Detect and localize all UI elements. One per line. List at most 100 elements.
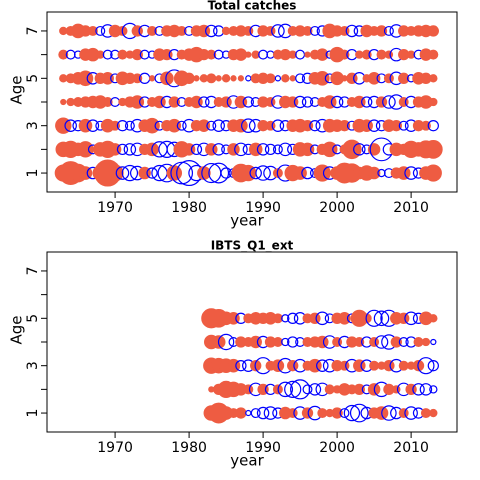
bubble (374, 335, 389, 349)
bubble (146, 167, 158, 179)
bubble (365, 309, 383, 327)
bubble (220, 167, 232, 179)
bubble (367, 119, 381, 132)
bubble (243, 384, 254, 395)
x-tick-label: 1980 (171, 440, 207, 456)
x-tick-label: 1970 (97, 440, 133, 456)
bubble (86, 119, 100, 132)
bubble (301, 96, 314, 108)
bubble (272, 144, 283, 155)
bubble (287, 408, 298, 419)
bubble (170, 161, 194, 185)
bubble (419, 383, 433, 396)
bubble (245, 75, 252, 82)
bubble (382, 95, 396, 109)
bubble (255, 165, 271, 181)
bubble (398, 337, 409, 347)
bubble (339, 360, 350, 371)
panel-title: Total catches (208, 0, 297, 13)
bubble (272, 337, 283, 347)
plot-area (201, 308, 439, 424)
bubble (95, 25, 106, 36)
bubble (281, 337, 290, 347)
plot-area (54, 22, 443, 187)
bubble (398, 72, 410, 84)
bubble (287, 312, 299, 324)
bubble (301, 407, 314, 419)
x-tick-label: 2000 (319, 440, 355, 456)
bubble (220, 96, 232, 108)
bubble (265, 25, 276, 36)
bubble (123, 143, 137, 156)
bubble (361, 96, 373, 108)
bubble (284, 380, 302, 398)
bubble (147, 25, 158, 36)
bubble (331, 407, 343, 419)
bubble (256, 406, 270, 420)
bubble (302, 25, 313, 36)
panel: Total catches 1970 1980 1990 2000 2010 1 3 5 7 yea… (8, 0, 458, 230)
panel: IBTS_Q1_ext 1970 1980 1990 2000 2010 1 3 5 7 year A… (8, 239, 458, 470)
bubble (217, 333, 235, 351)
bubble (300, 142, 315, 157)
bubble (301, 166, 314, 180)
bubble (58, 49, 69, 60)
bubble (271, 119, 285, 132)
bubble (249, 166, 262, 180)
bubble (309, 120, 321, 132)
bubble (274, 75, 282, 82)
bubble (339, 408, 350, 419)
bubble (429, 385, 438, 394)
bubble (265, 97, 276, 107)
bubble (383, 73, 394, 84)
y-tick-label: 1 (25, 169, 41, 178)
bubble (369, 360, 380, 371)
bubble (396, 166, 411, 180)
bubble (193, 75, 200, 82)
y-tick-label: 7 (25, 266, 41, 275)
bubble (281, 314, 290, 323)
bubble (116, 143, 129, 156)
bubble (324, 384, 335, 395)
x-tick-label: 1990 (245, 440, 281, 456)
bubble (383, 25, 394, 36)
x-axis-label: year (230, 452, 264, 470)
bubble (353, 143, 366, 156)
bubble (321, 141, 338, 158)
bubble (64, 119, 77, 132)
bubble (338, 312, 351, 325)
bubble (234, 48, 248, 61)
bubble (413, 337, 424, 347)
bubble (234, 118, 248, 133)
x-tick-label: 1980 (171, 200, 207, 216)
bubble (353, 383, 365, 396)
bubble (167, 118, 182, 133)
x-tick-label: 2000 (319, 200, 355, 216)
bubble (427, 120, 439, 132)
bubble (417, 357, 435, 375)
bubble (424, 164, 442, 182)
y-tick-label: 7 (25, 26, 41, 35)
y-tick-label: 3 (25, 361, 41, 370)
bubble (367, 72, 381, 85)
bubble (265, 73, 276, 84)
bubble (237, 75, 245, 82)
bubble (277, 381, 294, 398)
bubble (131, 48, 143, 61)
y-tick-label: 5 (25, 74, 41, 83)
bubble (176, 120, 187, 131)
x-axis-label: year (230, 212, 264, 230)
bubble (316, 48, 329, 61)
bubble (304, 51, 311, 58)
bubble (241, 118, 256, 133)
bubble (309, 312, 321, 324)
bubble (278, 142, 293, 157)
bubble (412, 383, 425, 396)
bubble (338, 120, 351, 132)
bubble (87, 25, 98, 36)
bubble (375, 25, 388, 37)
bubble (198, 96, 210, 108)
bubble (234, 142, 248, 157)
bubble (316, 359, 329, 372)
bubble (309, 25, 320, 36)
